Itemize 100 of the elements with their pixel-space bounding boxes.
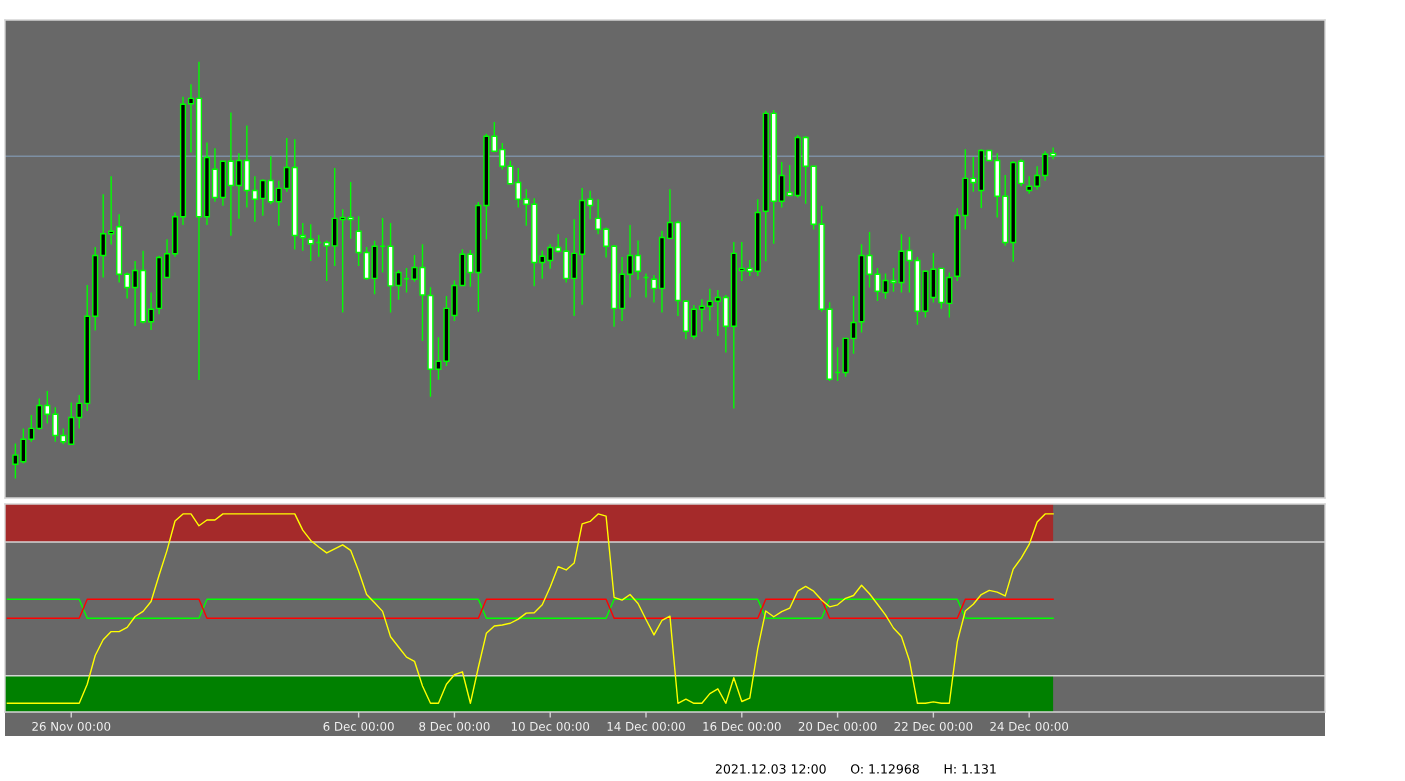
candlestick [36,397,43,431]
candlestick [626,224,634,299]
text: 2021.12.03 12:00 [715,764,826,774]
candlestick [1010,160,1017,263]
candlestick [100,193,107,279]
candlestick [1002,174,1009,247]
candlestick [587,190,594,220]
candlestick [28,414,35,443]
candlestick [682,299,690,340]
candlestick [227,111,234,237]
candlestick [610,244,618,328]
candlestick [499,142,506,171]
candlestick [802,135,809,205]
candlestick [403,267,410,294]
candlestick [810,165,817,231]
candlestick [978,148,985,209]
candlestick [179,95,187,226]
candlestick [730,241,737,410]
candlestick [658,230,666,314]
candlestick [331,167,338,267]
candlestick [922,269,929,319]
candlestick [507,160,514,185]
candlestick [20,427,27,465]
candlestick [259,178,266,217]
candlestick [76,394,83,430]
x-tick-label: 14 Dec 00:00 [607,721,685,731]
candlestick [642,272,650,299]
x-tick-label: 16 Dec 00:00 [703,721,781,731]
candlestick [171,211,179,258]
x-tick-label: 20 Dec 00:00 [798,721,877,731]
candlestick [355,215,362,267]
candlestick [124,271,131,300]
x-tick-label: 24 Dec 00:00 [990,721,1069,731]
candlestick [283,137,290,193]
candlestick [786,164,793,197]
candlestick [666,188,674,240]
candlestick [778,161,785,209]
candlestick [634,239,642,281]
candlestick [467,249,474,288]
candlestick [818,205,825,313]
candlestick [531,197,538,287]
x-tick-label: 6 Dec 00:00 [323,721,394,731]
candlestick [347,181,354,240]
x-tick-label: 10 Dec 00:00 [511,721,590,731]
candlestick [938,267,945,310]
candlestick [1018,158,1025,187]
candlestick [52,406,59,443]
candlestick [946,271,953,319]
candlestick [994,152,1001,219]
candlestick [116,213,123,284]
candlestick [60,427,67,445]
candlestick [163,238,171,279]
candlestick [618,256,626,322]
candlestick [579,187,586,306]
candlestick [491,121,498,153]
x-tick-label: 8 Dec 00:00 [419,721,490,731]
candlestick [826,301,833,382]
candlestick [738,241,745,282]
candlestick [674,220,682,317]
candlestick [243,124,250,209]
candlestick [483,133,490,241]
candlestick [12,442,19,480]
candlestick [1050,146,1057,160]
candlestick [1034,165,1041,191]
candlestick [762,110,769,262]
candlestick [147,291,155,331]
candlestick [794,134,801,199]
candlestick [746,259,753,277]
candlestick [267,155,274,205]
candlestick [571,218,578,317]
x-tick-label: 26 Nov 00:00 [32,721,111,731]
candlestick [690,304,697,340]
candlestick [371,240,378,295]
candlestick [706,288,713,322]
candlestick [68,401,75,445]
candlestick [140,250,147,325]
candlestick [539,249,546,280]
candlestick [108,175,115,246]
x-tick-label: 22 Dec 00:00 [894,721,973,731]
candlestick [954,207,961,282]
candlestick [698,298,705,333]
candlestick [970,156,977,193]
candlestick [1042,150,1049,182]
candlestick [251,175,258,223]
candlestick [299,222,306,252]
candlestick [962,148,969,231]
candlestick [986,149,993,162]
candlestick [203,141,211,226]
candlestick [307,223,314,262]
candlestick [770,109,777,245]
candlestick [1026,175,1033,195]
candlestick [92,246,99,332]
candlestick [291,138,298,251]
candlestick [155,255,163,315]
candlestick [930,252,937,304]
candlestick [547,243,554,270]
candlestick [563,237,570,284]
candlestick [714,289,721,337]
candlestick [132,260,139,327]
candlestick [315,234,322,258]
